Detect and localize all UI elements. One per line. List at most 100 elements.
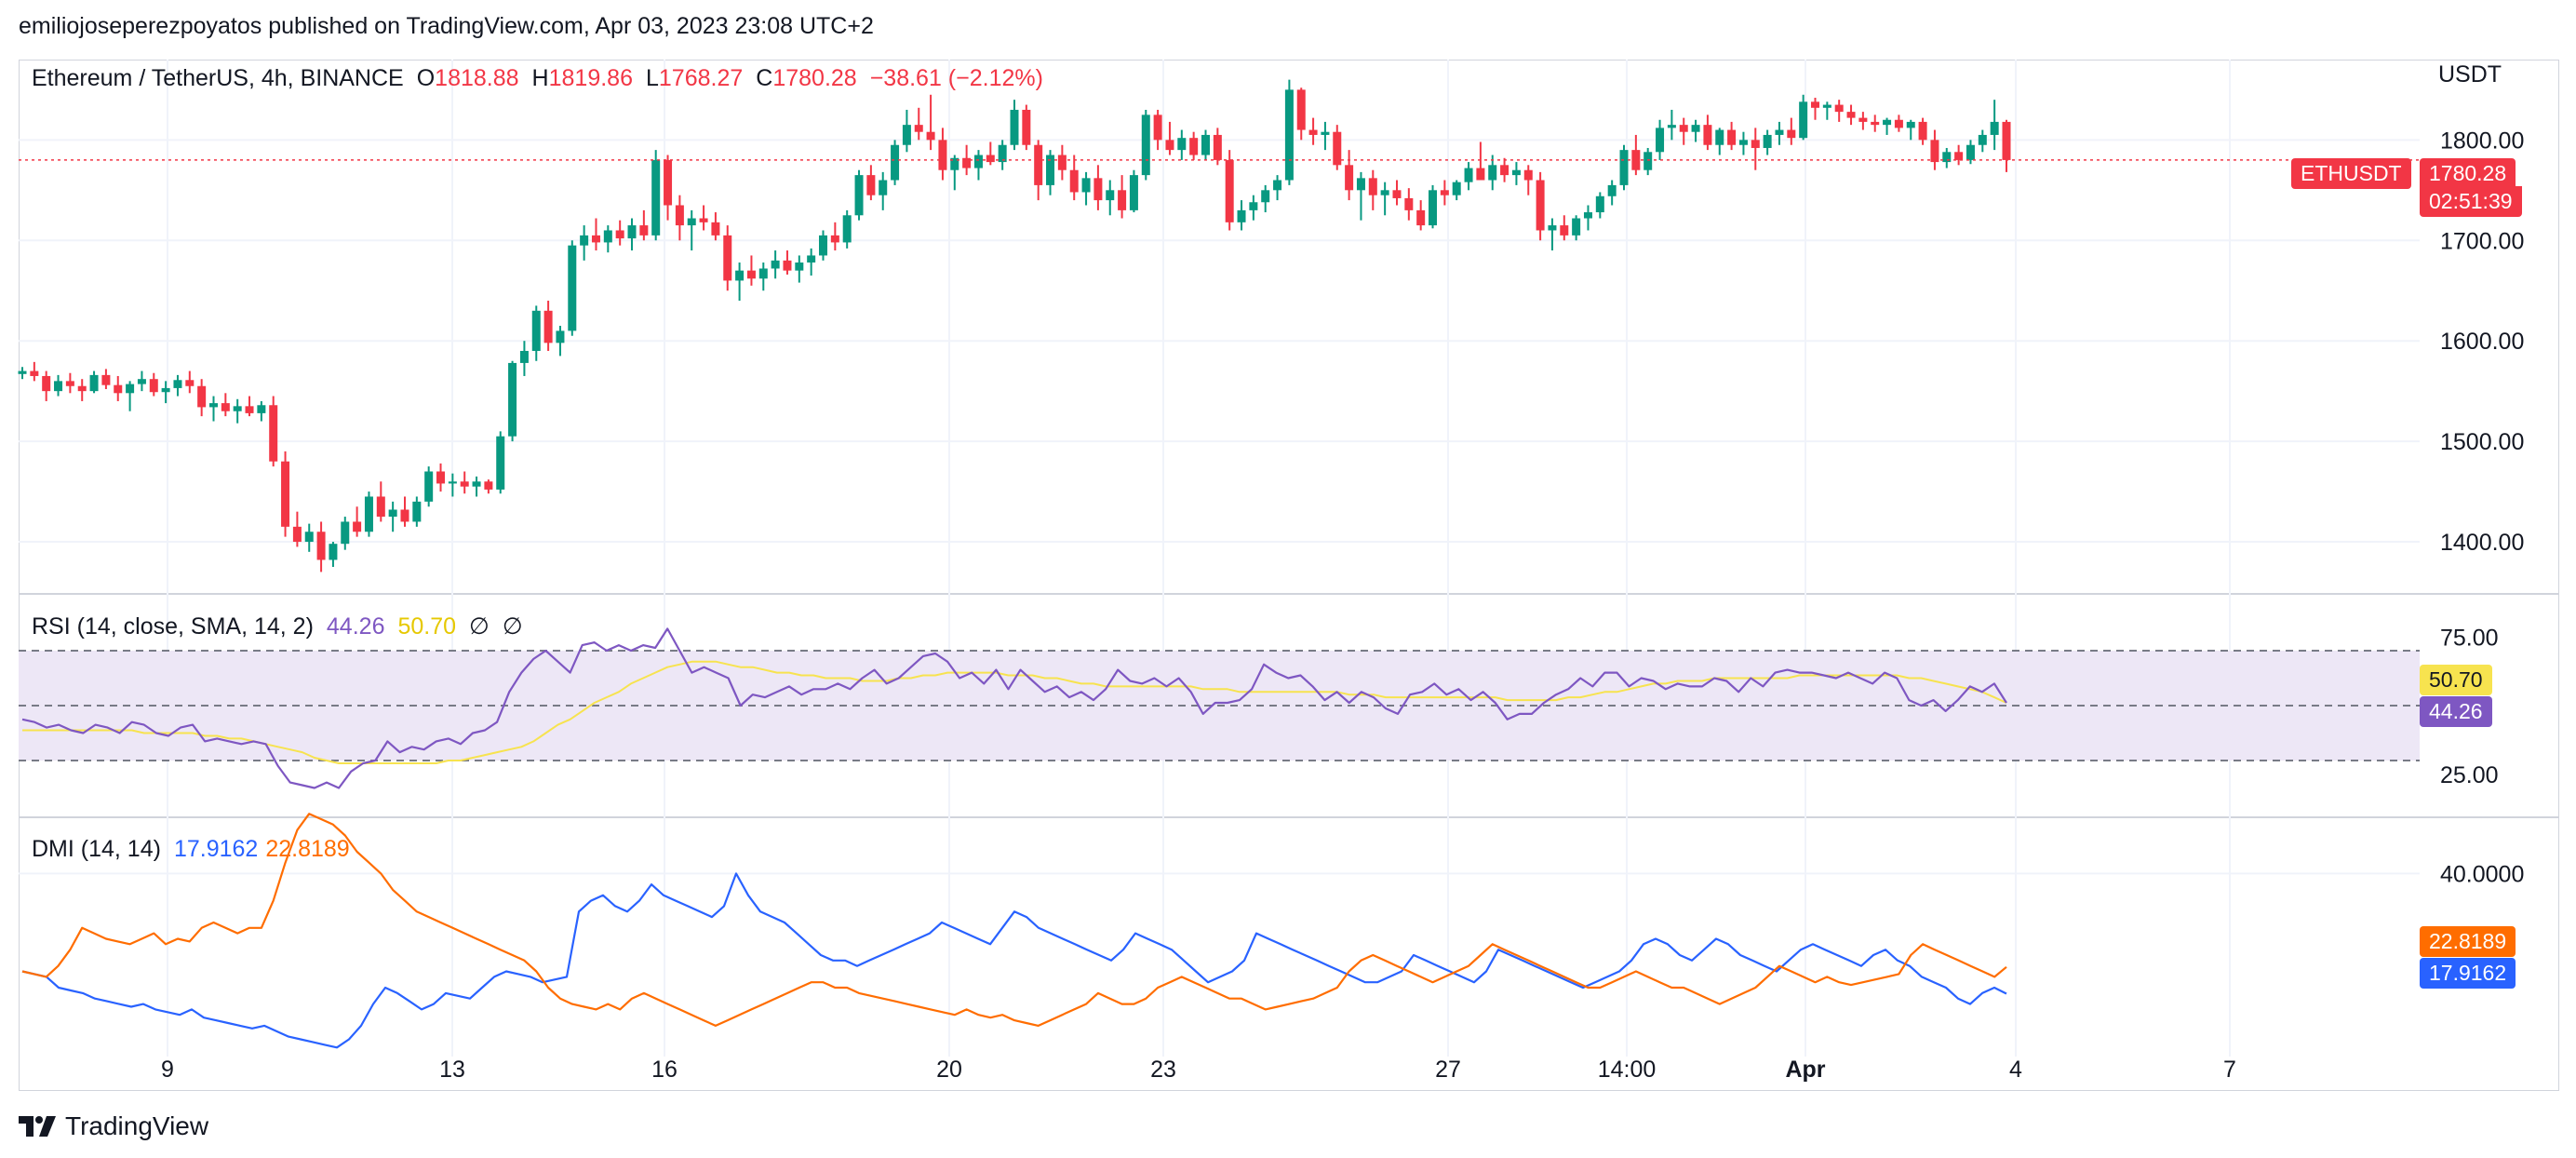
candle-body bbox=[1715, 129, 1724, 145]
candle-body bbox=[508, 362, 517, 437]
candle-body bbox=[1834, 104, 1844, 113]
candle-body bbox=[30, 370, 39, 376]
candle-body bbox=[1057, 155, 1067, 170]
dmi-legend: DMI (14, 14) 17.9162 22.8189 bbox=[32, 836, 363, 863]
candle-body bbox=[1321, 131, 1330, 135]
time-tick-label: 23 bbox=[1150, 1057, 1176, 1083]
rsi-tick-label: 25.00 bbox=[2440, 762, 2499, 788]
candle-body bbox=[986, 155, 995, 163]
candle-body bbox=[531, 310, 541, 351]
symbol-title[interactable]: Ethereum / TetherUS, 4h, BINANCE bbox=[32, 65, 404, 91]
candle-body bbox=[675, 205, 684, 226]
candle-body bbox=[1511, 169, 1521, 176]
candle-body bbox=[627, 225, 637, 239]
candle-body bbox=[1440, 190, 1449, 195]
candle-body bbox=[484, 481, 493, 490]
rsi-title[interactable]: RSI (14, close, SMA, 14, 2) bbox=[32, 613, 314, 640]
candle-body bbox=[1703, 125, 1712, 145]
candle-body bbox=[962, 157, 972, 168]
candle-body bbox=[316, 532, 326, 560]
di-minus-line bbox=[21, 813, 2007, 1028]
time-tick-label: 14:00 bbox=[1598, 1057, 1657, 1083]
candle-body bbox=[1656, 128, 1665, 153]
candle-body bbox=[783, 260, 792, 271]
candle-body bbox=[1942, 152, 1952, 163]
candle-body bbox=[758, 268, 768, 279]
low-label: L bbox=[645, 65, 659, 91]
candle-body bbox=[950, 157, 959, 170]
candle-body bbox=[1118, 190, 1127, 210]
candlestick-series bbox=[18, 79, 2420, 572]
last-price-badge: 1780.28 bbox=[2420, 158, 2516, 189]
candle-body bbox=[149, 379, 158, 393]
candle-body bbox=[1261, 190, 1270, 203]
candle-body bbox=[891, 144, 900, 181]
price-tick-label: 1500.00 bbox=[2440, 429, 2524, 455]
candle-body bbox=[1727, 129, 1737, 145]
candle-body bbox=[1811, 101, 1820, 108]
time-tick-label: 16 bbox=[651, 1057, 678, 1083]
candle-body bbox=[269, 405, 278, 462]
candle-body bbox=[1022, 109, 1031, 145]
candle-body bbox=[1201, 134, 1210, 155]
candle-body bbox=[1966, 144, 1975, 160]
candle-body bbox=[1368, 178, 1377, 195]
candle-body bbox=[245, 406, 254, 413]
candle-body bbox=[902, 125, 911, 145]
candle-body bbox=[281, 461, 290, 527]
time-tick-label: 13 bbox=[439, 1057, 465, 1083]
candle-body bbox=[472, 481, 481, 487]
candle-body bbox=[819, 235, 828, 256]
candle-body bbox=[400, 509, 409, 522]
rsi-value: 44.26 bbox=[326, 613, 385, 640]
candle-body bbox=[208, 403, 218, 408]
candle-body bbox=[568, 245, 577, 331]
open-value: 1818.88 bbox=[435, 65, 519, 91]
candle-body bbox=[1177, 138, 1187, 151]
dmi-title[interactable]: DMI (14, 14) bbox=[32, 836, 161, 862]
rsi-band bbox=[19, 650, 2420, 761]
brand-name: TradingView bbox=[65, 1111, 209, 1140]
candle-body bbox=[1523, 169, 1533, 181]
symbol-badge: ETHUSDT bbox=[2291, 158, 2411, 189]
candle-body bbox=[1141, 114, 1150, 176]
close-value: 1780.28 bbox=[772, 65, 857, 91]
candle-body bbox=[807, 255, 816, 263]
candle-body bbox=[1918, 121, 1927, 141]
candle-body bbox=[830, 235, 839, 243]
candle-body bbox=[448, 481, 457, 484]
candle-body bbox=[1775, 129, 1784, 135]
price-tick-label: 1700.00 bbox=[2440, 228, 2524, 254]
candle-body bbox=[1452, 182, 1461, 195]
candle-body bbox=[938, 140, 947, 170]
candle-body bbox=[1237, 209, 1246, 222]
candle-body bbox=[304, 532, 314, 543]
candle-body bbox=[723, 235, 732, 281]
candle-body bbox=[795, 263, 804, 271]
candle-body bbox=[1871, 121, 1880, 126]
candle-body bbox=[926, 131, 935, 141]
open-label: O bbox=[416, 65, 436, 91]
candle-body bbox=[664, 159, 673, 206]
close-label: C bbox=[756, 65, 773, 91]
high-value: 1819.86 bbox=[548, 65, 633, 91]
time-tick-label: 27 bbox=[1435, 1057, 1461, 1083]
candle-body bbox=[1476, 168, 1485, 181]
rsi-ma-line bbox=[22, 660, 2007, 764]
candle-body bbox=[221, 403, 230, 411]
candle-body bbox=[1333, 131, 1342, 166]
tradingview-logo-icon bbox=[19, 1116, 56, 1137]
candle-body bbox=[1416, 209, 1426, 226]
tradingview-logo[interactable]: TradingView bbox=[19, 1111, 208, 1141]
candle-body bbox=[1738, 140, 1748, 145]
candle-body bbox=[1548, 225, 1557, 231]
candle-body bbox=[364, 496, 373, 532]
candle-body bbox=[1356, 178, 1365, 191]
candle-body bbox=[1165, 140, 1174, 151]
candle-body bbox=[591, 235, 600, 243]
candle-body bbox=[1380, 190, 1389, 195]
candle-body bbox=[1822, 104, 1831, 108]
candle-body bbox=[197, 385, 207, 408]
time-tick-label: 20 bbox=[936, 1057, 962, 1083]
